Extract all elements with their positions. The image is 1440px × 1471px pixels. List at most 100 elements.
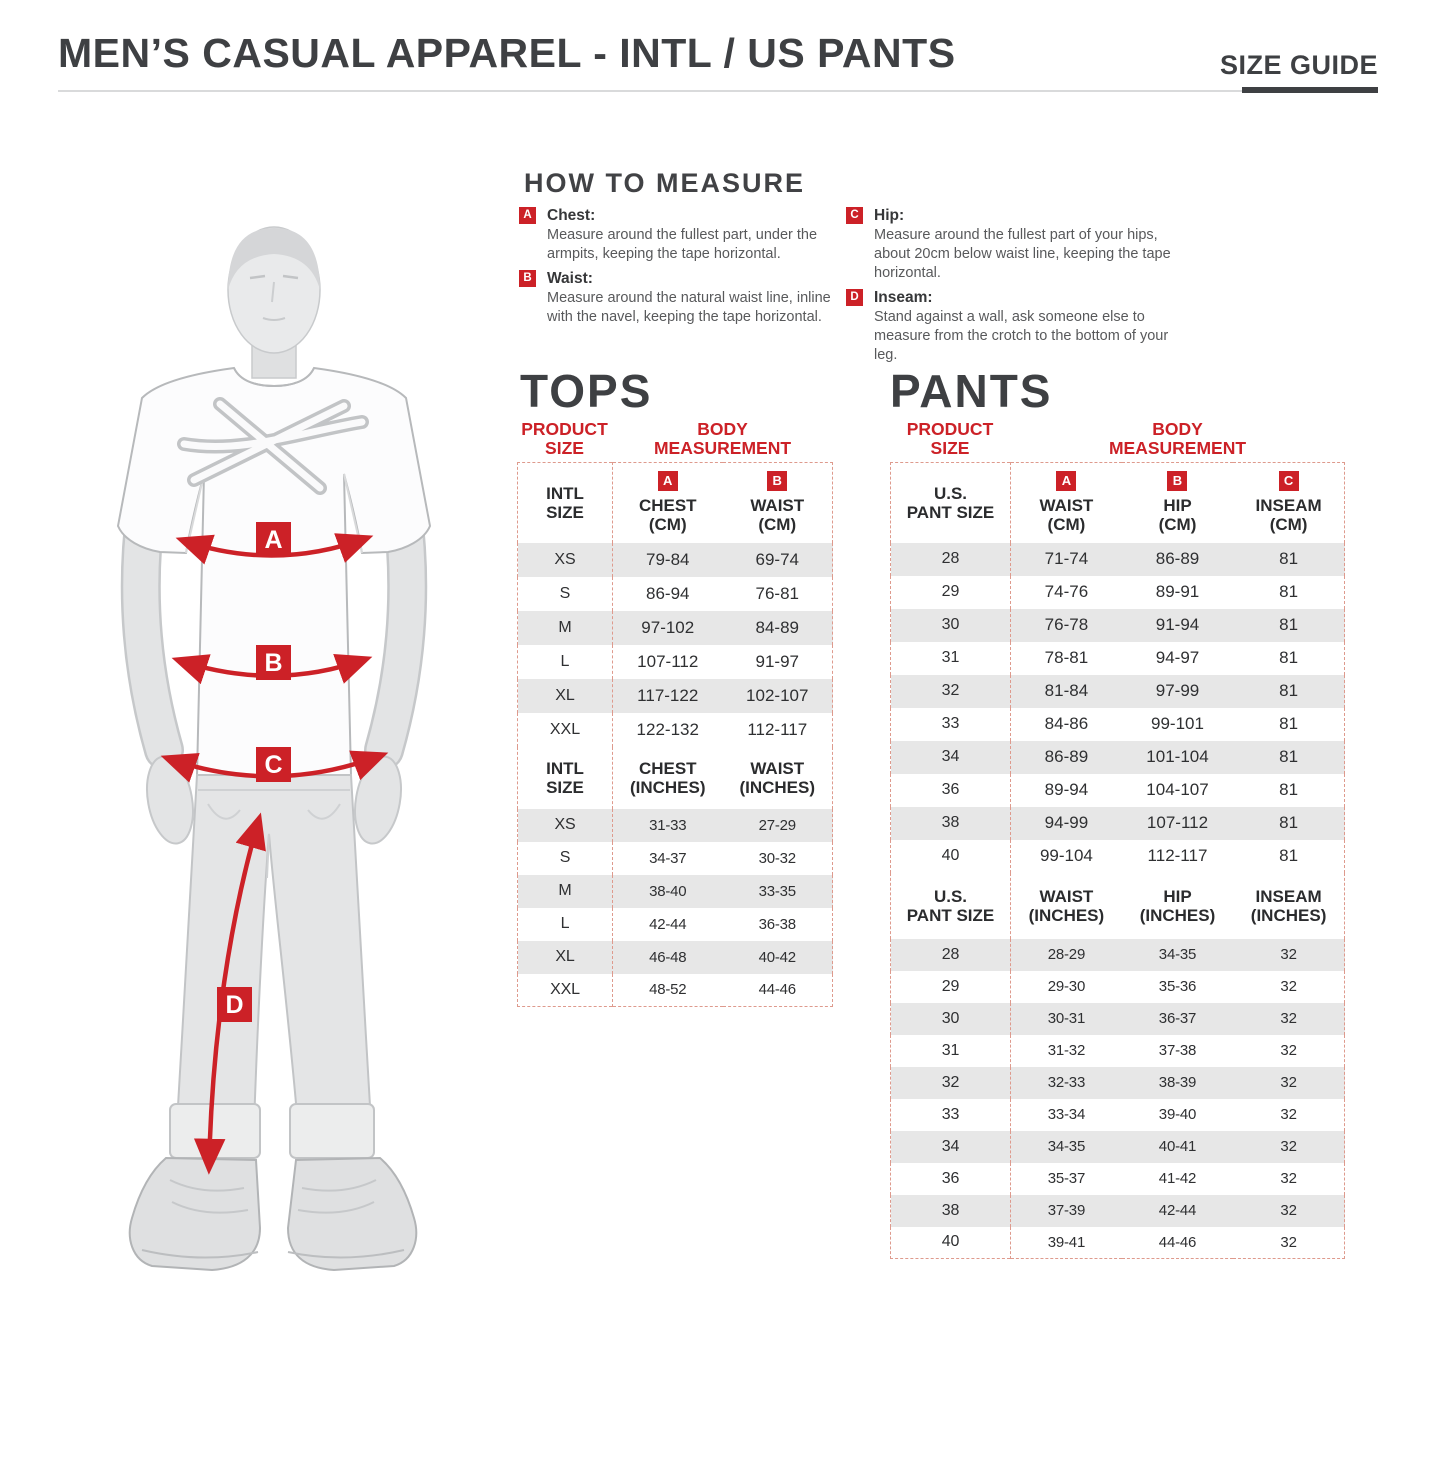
table-cell: 40 <box>890 839 1011 873</box>
table-cell: 38 <box>890 1194 1011 1227</box>
tops-cm-header-row: INTL SIZE A CHEST (CM) B WAIST (CM) <box>517 462 833 543</box>
table-cell: 31-32 <box>1047 1042 1086 1059</box>
brand-star-icon <box>177 397 369 495</box>
table-cell: 38 <box>890 806 1011 840</box>
measure-label: Chest: <box>547 207 596 224</box>
table-row: XL 117-122 102-107 <box>517 678 833 713</box>
table-cell: 84-86 <box>1044 714 1089 733</box>
pants-inches-inseam-header: INSEAM (INCHES) <box>1250 886 1327 925</box>
table-cell: 32 <box>890 1066 1011 1099</box>
figure-pants <box>169 774 375 1159</box>
pants-product-size-label: PRODUCT SIZE <box>906 419 994 458</box>
table-cell: 81 <box>1279 780 1299 799</box>
tops-size-table: INTL SIZE A CHEST (CM) B WAIST (CM) XS 79… <box>517 462 833 1007</box>
table-cell: 122-132 <box>636 719 699 739</box>
table-cell: 36 <box>890 773 1011 807</box>
table-cell: L <box>517 644 613 679</box>
how-to-measure-heading: HOW TO MEASURE <box>524 168 806 198</box>
table-cell: M <box>517 874 613 908</box>
table-cell: 81 <box>1279 747 1299 766</box>
table-cell: 112-117 <box>747 719 808 739</box>
table-cell: 29 <box>890 575 1011 609</box>
table-cell: 39-40 <box>1158 1106 1197 1123</box>
table-cell: 30-31 <box>1047 1010 1086 1027</box>
inseam-badge: D <box>846 289 863 306</box>
measure-label: Inseam: <box>874 289 933 306</box>
table-cell: 71-74 <box>1044 549 1089 568</box>
pants-inches-rows: 28 28-29 34-35 32 29 29-30 35-36 32 30 30-31 36-37… <box>890 938 1345 1259</box>
table-cell: 81 <box>1279 582 1299 601</box>
tops-inches-header-row: INTL SIZE CHEST (INCHES) WAIST (INCHES) <box>517 746 833 809</box>
table-cell: XS <box>517 808 613 842</box>
tops-column-labels: PRODUCT SIZE BODY MEASUREMENT <box>517 420 833 458</box>
table-cell: 94-97 <box>1155 648 1200 667</box>
table-cell: 102-107 <box>746 685 809 705</box>
table-row: 38 94-99 107-112 81 <box>890 806 1345 840</box>
table-cell: 34 <box>890 1130 1011 1163</box>
table-row: L 42-44 36-38 <box>517 907 833 941</box>
measure-desc: Measure around the fullest part of your … <box>874 227 1171 281</box>
table-cell: 32 <box>1280 1233 1297 1251</box>
inseam-arrow <box>193 812 266 1175</box>
table-cell: L <box>517 907 613 941</box>
table-cell: 79-84 <box>646 549 690 569</box>
table-row: 32 81-84 97-99 81 <box>890 674 1345 708</box>
table-row: L 107-112 91-97 <box>517 644 833 679</box>
header-divider-accent <box>1242 87 1378 93</box>
table-cell: 31 <box>890 1034 1011 1067</box>
measure-label: Hip: <box>874 207 905 224</box>
measure-desc: Measure around the natural waist line, i… <box>547 290 831 325</box>
header-divider <box>58 90 1378 92</box>
table-cell: 34-35 <box>1158 946 1197 963</box>
table-cell: 32-33 <box>1047 1074 1086 1091</box>
table-cell: 28-29 <box>1047 946 1086 963</box>
table-row: XXL 122-132 112-117 <box>517 712 833 747</box>
table-row: 34 86-89 101-104 81 <box>890 740 1345 774</box>
table-cell: XXL <box>517 973 613 1007</box>
table-cell: 97-102 <box>641 617 695 637</box>
table-cell: 33 <box>890 707 1011 741</box>
table-cell: 89-94 <box>1044 780 1089 799</box>
table-cell: 84-89 <box>755 617 799 637</box>
pants-cm-hip-header: B HIP (CM) <box>1158 471 1197 535</box>
pants-column-labels: PRODUCT SIZE BODY MEASUREMENT <box>890 420 1345 458</box>
table-cell: 46-48 <box>649 948 687 966</box>
measure-label: Waist: <box>547 270 593 287</box>
measure-item-inseam: D Inseam: Stand against a wall, ask some… <box>846 288 1176 368</box>
table-row: 33 33-34 39-40 32 <box>890 1098 1345 1131</box>
table-cell: 36-37 <box>1158 1010 1197 1027</box>
table-cell: 81 <box>1279 681 1299 700</box>
table-cell: 31-33 <box>649 816 687 834</box>
hip-badge: B <box>1167 471 1188 492</box>
table-cell: 91-97 <box>755 651 799 671</box>
pants-cm-waist-header: A WAIST (CM) <box>1039 471 1094 535</box>
table-row: 31 31-32 37-38 32 <box>890 1034 1345 1067</box>
tops-inches-size-header: INTL SIZE <box>517 746 613 809</box>
tops-body-measurement-label: BODY MEASUREMENT <box>653 419 792 458</box>
table-cell: 112-117 <box>1147 846 1208 865</box>
tops-inches-waist-header: WAIST (INCHES) <box>739 758 816 797</box>
table-cell: 31 <box>890 641 1011 675</box>
table-cell: 76-78 <box>1044 615 1089 634</box>
table-cell: 35-37 <box>1047 1170 1086 1187</box>
table-cell: 81 <box>1279 615 1299 634</box>
table-row: 40 39-41 44-46 32 <box>890 1226 1345 1259</box>
pants-cm-rows: 28 71-74 86-89 81 29 74-76 89-91 81 30 76-78 91-94… <box>890 542 1345 873</box>
measure-item-waist: B Waist: Measure around the natural wais… <box>519 269 837 330</box>
table-cell: 89-91 <box>1155 582 1200 601</box>
table-cell: 32 <box>1280 1074 1297 1091</box>
table-cell: 97-99 <box>1155 681 1200 700</box>
table-cell: 29-30 <box>1047 978 1086 995</box>
table-row: S 34-37 30-32 <box>517 841 833 875</box>
table-cell: 91-94 <box>1155 615 1200 634</box>
table-cell: 37-38 <box>1158 1042 1197 1059</box>
table-cell: 81 <box>1279 648 1299 667</box>
table-cell: 41-42 <box>1158 1170 1197 1187</box>
waist-marker: B <box>264 649 282 677</box>
table-row: XXL 48-52 44-46 <box>517 973 833 1007</box>
figure-tshirt <box>116 366 432 776</box>
pants-size-table: U.S. PANT SIZE A WAIST (CM) B HIP (CM) C… <box>890 462 1345 1259</box>
table-cell: 39-41 <box>1047 1233 1086 1251</box>
table-row: 32 32-33 38-39 32 <box>890 1066 1345 1099</box>
